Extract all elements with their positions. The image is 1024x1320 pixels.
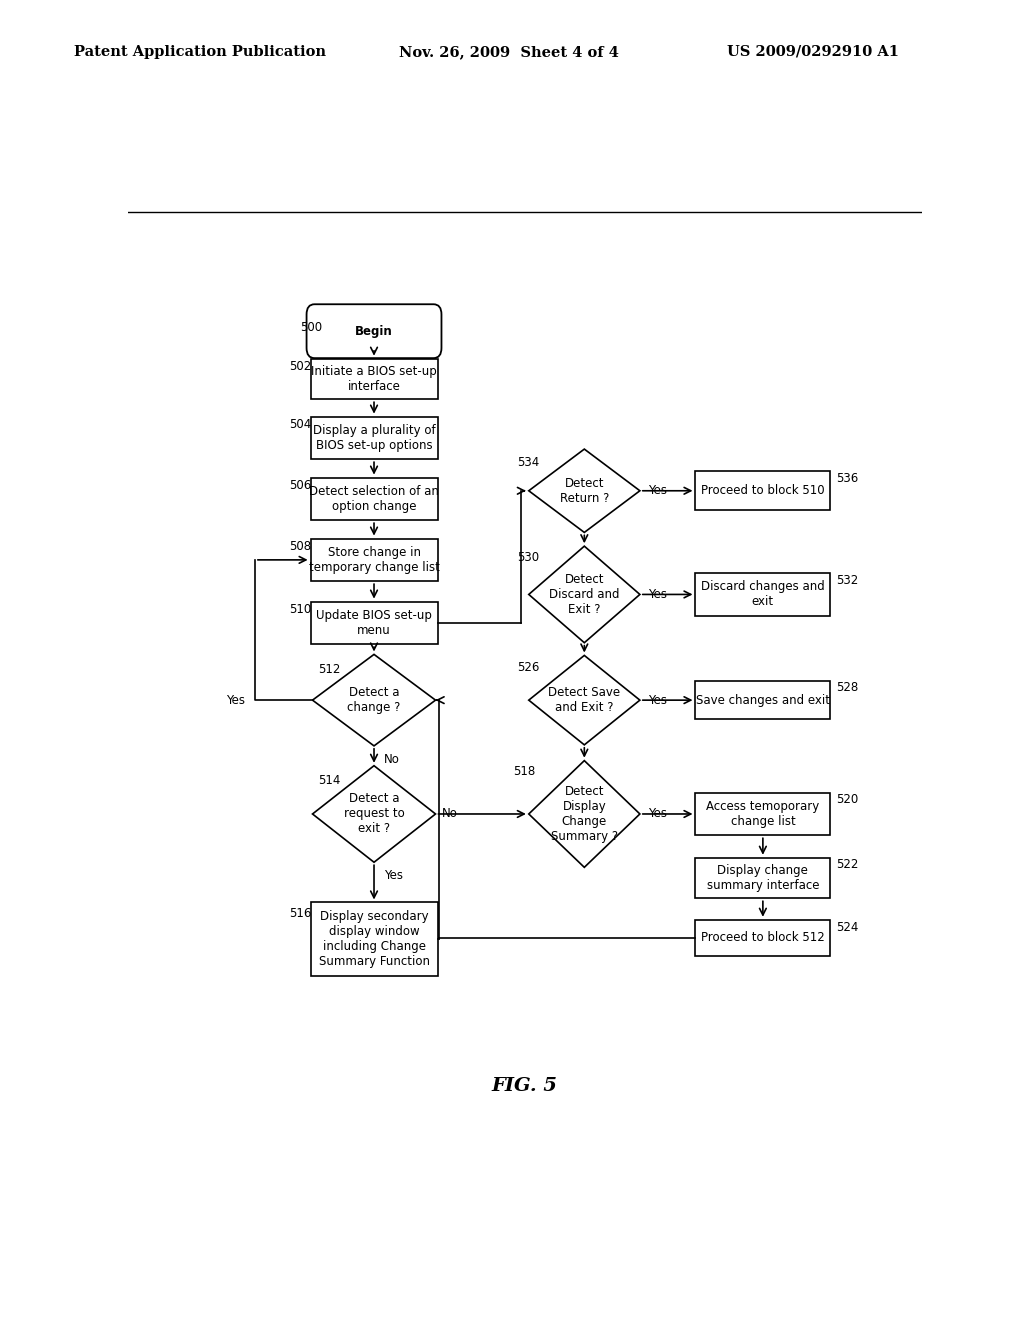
FancyBboxPatch shape <box>306 304 441 358</box>
Text: Access temoporary
change list: Access temoporary change list <box>707 800 819 828</box>
Text: 508: 508 <box>289 540 311 553</box>
Text: 510: 510 <box>289 603 311 616</box>
Polygon shape <box>312 766 435 862</box>
FancyBboxPatch shape <box>310 359 437 399</box>
Text: Detect
Discard and
Exit ?: Detect Discard and Exit ? <box>549 573 620 616</box>
FancyBboxPatch shape <box>695 920 830 956</box>
Text: Begin: Begin <box>355 325 393 338</box>
Text: 526: 526 <box>517 661 540 675</box>
Text: Store change in
temporary change list: Store change in temporary change list <box>308 546 439 574</box>
Text: No: No <box>384 752 399 766</box>
Text: 536: 536 <box>836 473 858 484</box>
Polygon shape <box>528 546 640 643</box>
Text: Nov. 26, 2009  Sheet 4 of 4: Nov. 26, 2009 Sheet 4 of 4 <box>399 45 620 59</box>
Text: 534: 534 <box>517 455 539 469</box>
Text: Detect a
request to
exit ?: Detect a request to exit ? <box>344 792 404 836</box>
Text: Proceed to block 510: Proceed to block 510 <box>701 484 824 498</box>
Text: Detect a
change ?: Detect a change ? <box>347 686 400 714</box>
Text: Proceed to block 512: Proceed to block 512 <box>701 932 824 945</box>
FancyBboxPatch shape <box>310 417 437 459</box>
FancyBboxPatch shape <box>695 471 830 510</box>
Text: Yes: Yes <box>648 484 667 498</box>
Text: US 2009/0292910 A1: US 2009/0292910 A1 <box>727 45 899 59</box>
Text: 524: 524 <box>836 921 858 935</box>
Text: Detect
Display
Change
Summary ?: Detect Display Change Summary ? <box>551 785 617 843</box>
Polygon shape <box>528 449 640 532</box>
FancyBboxPatch shape <box>310 539 437 581</box>
Text: Display secondary
display window
including Change
Summary Function: Display secondary display window includi… <box>318 909 429 968</box>
Text: 504: 504 <box>289 418 311 432</box>
Text: No: No <box>442 808 458 821</box>
Text: Discard changes and
exit: Discard changes and exit <box>701 581 824 609</box>
Text: 522: 522 <box>836 858 858 871</box>
Polygon shape <box>528 760 640 867</box>
Text: 528: 528 <box>836 681 858 694</box>
FancyBboxPatch shape <box>695 573 830 616</box>
Text: Detect
Return ?: Detect Return ? <box>560 477 609 504</box>
Polygon shape <box>528 656 640 744</box>
Text: Yes: Yes <box>648 808 667 821</box>
Text: 518: 518 <box>513 764 536 777</box>
FancyBboxPatch shape <box>310 903 437 975</box>
Text: 512: 512 <box>318 663 341 676</box>
Text: 530: 530 <box>517 552 539 565</box>
Text: 532: 532 <box>836 574 858 586</box>
Text: Save changes and exit: Save changes and exit <box>696 693 829 706</box>
Text: Detect selection of an
option change: Detect selection of an option change <box>309 484 439 513</box>
Text: Patent Application Publication: Patent Application Publication <box>74 45 326 59</box>
FancyBboxPatch shape <box>695 792 830 836</box>
Text: Yes: Yes <box>648 587 667 601</box>
FancyBboxPatch shape <box>310 478 437 520</box>
Text: Display a plurality of
BIOS set-up options: Display a plurality of BIOS set-up optio… <box>312 424 435 451</box>
Text: Initiate a BIOS set-up
interface: Initiate a BIOS set-up interface <box>311 364 437 393</box>
Text: 514: 514 <box>318 774 341 787</box>
Text: Update BIOS set-up
menu: Update BIOS set-up menu <box>316 609 432 636</box>
Text: Display change
summary interface: Display change summary interface <box>707 865 819 892</box>
FancyBboxPatch shape <box>695 681 830 719</box>
Text: Detect Save
and Exit ?: Detect Save and Exit ? <box>548 686 621 714</box>
FancyBboxPatch shape <box>310 602 437 644</box>
Text: Yes: Yes <box>226 693 246 706</box>
Text: FIG. 5: FIG. 5 <box>492 1077 558 1096</box>
Text: 502: 502 <box>289 360 311 374</box>
Text: 520: 520 <box>836 793 858 807</box>
Text: 506: 506 <box>289 479 311 492</box>
Polygon shape <box>312 655 435 746</box>
Text: Yes: Yes <box>384 869 402 882</box>
FancyBboxPatch shape <box>695 858 830 899</box>
Text: 500: 500 <box>300 321 323 334</box>
Text: 516: 516 <box>289 907 311 920</box>
Text: Yes: Yes <box>648 693 667 706</box>
